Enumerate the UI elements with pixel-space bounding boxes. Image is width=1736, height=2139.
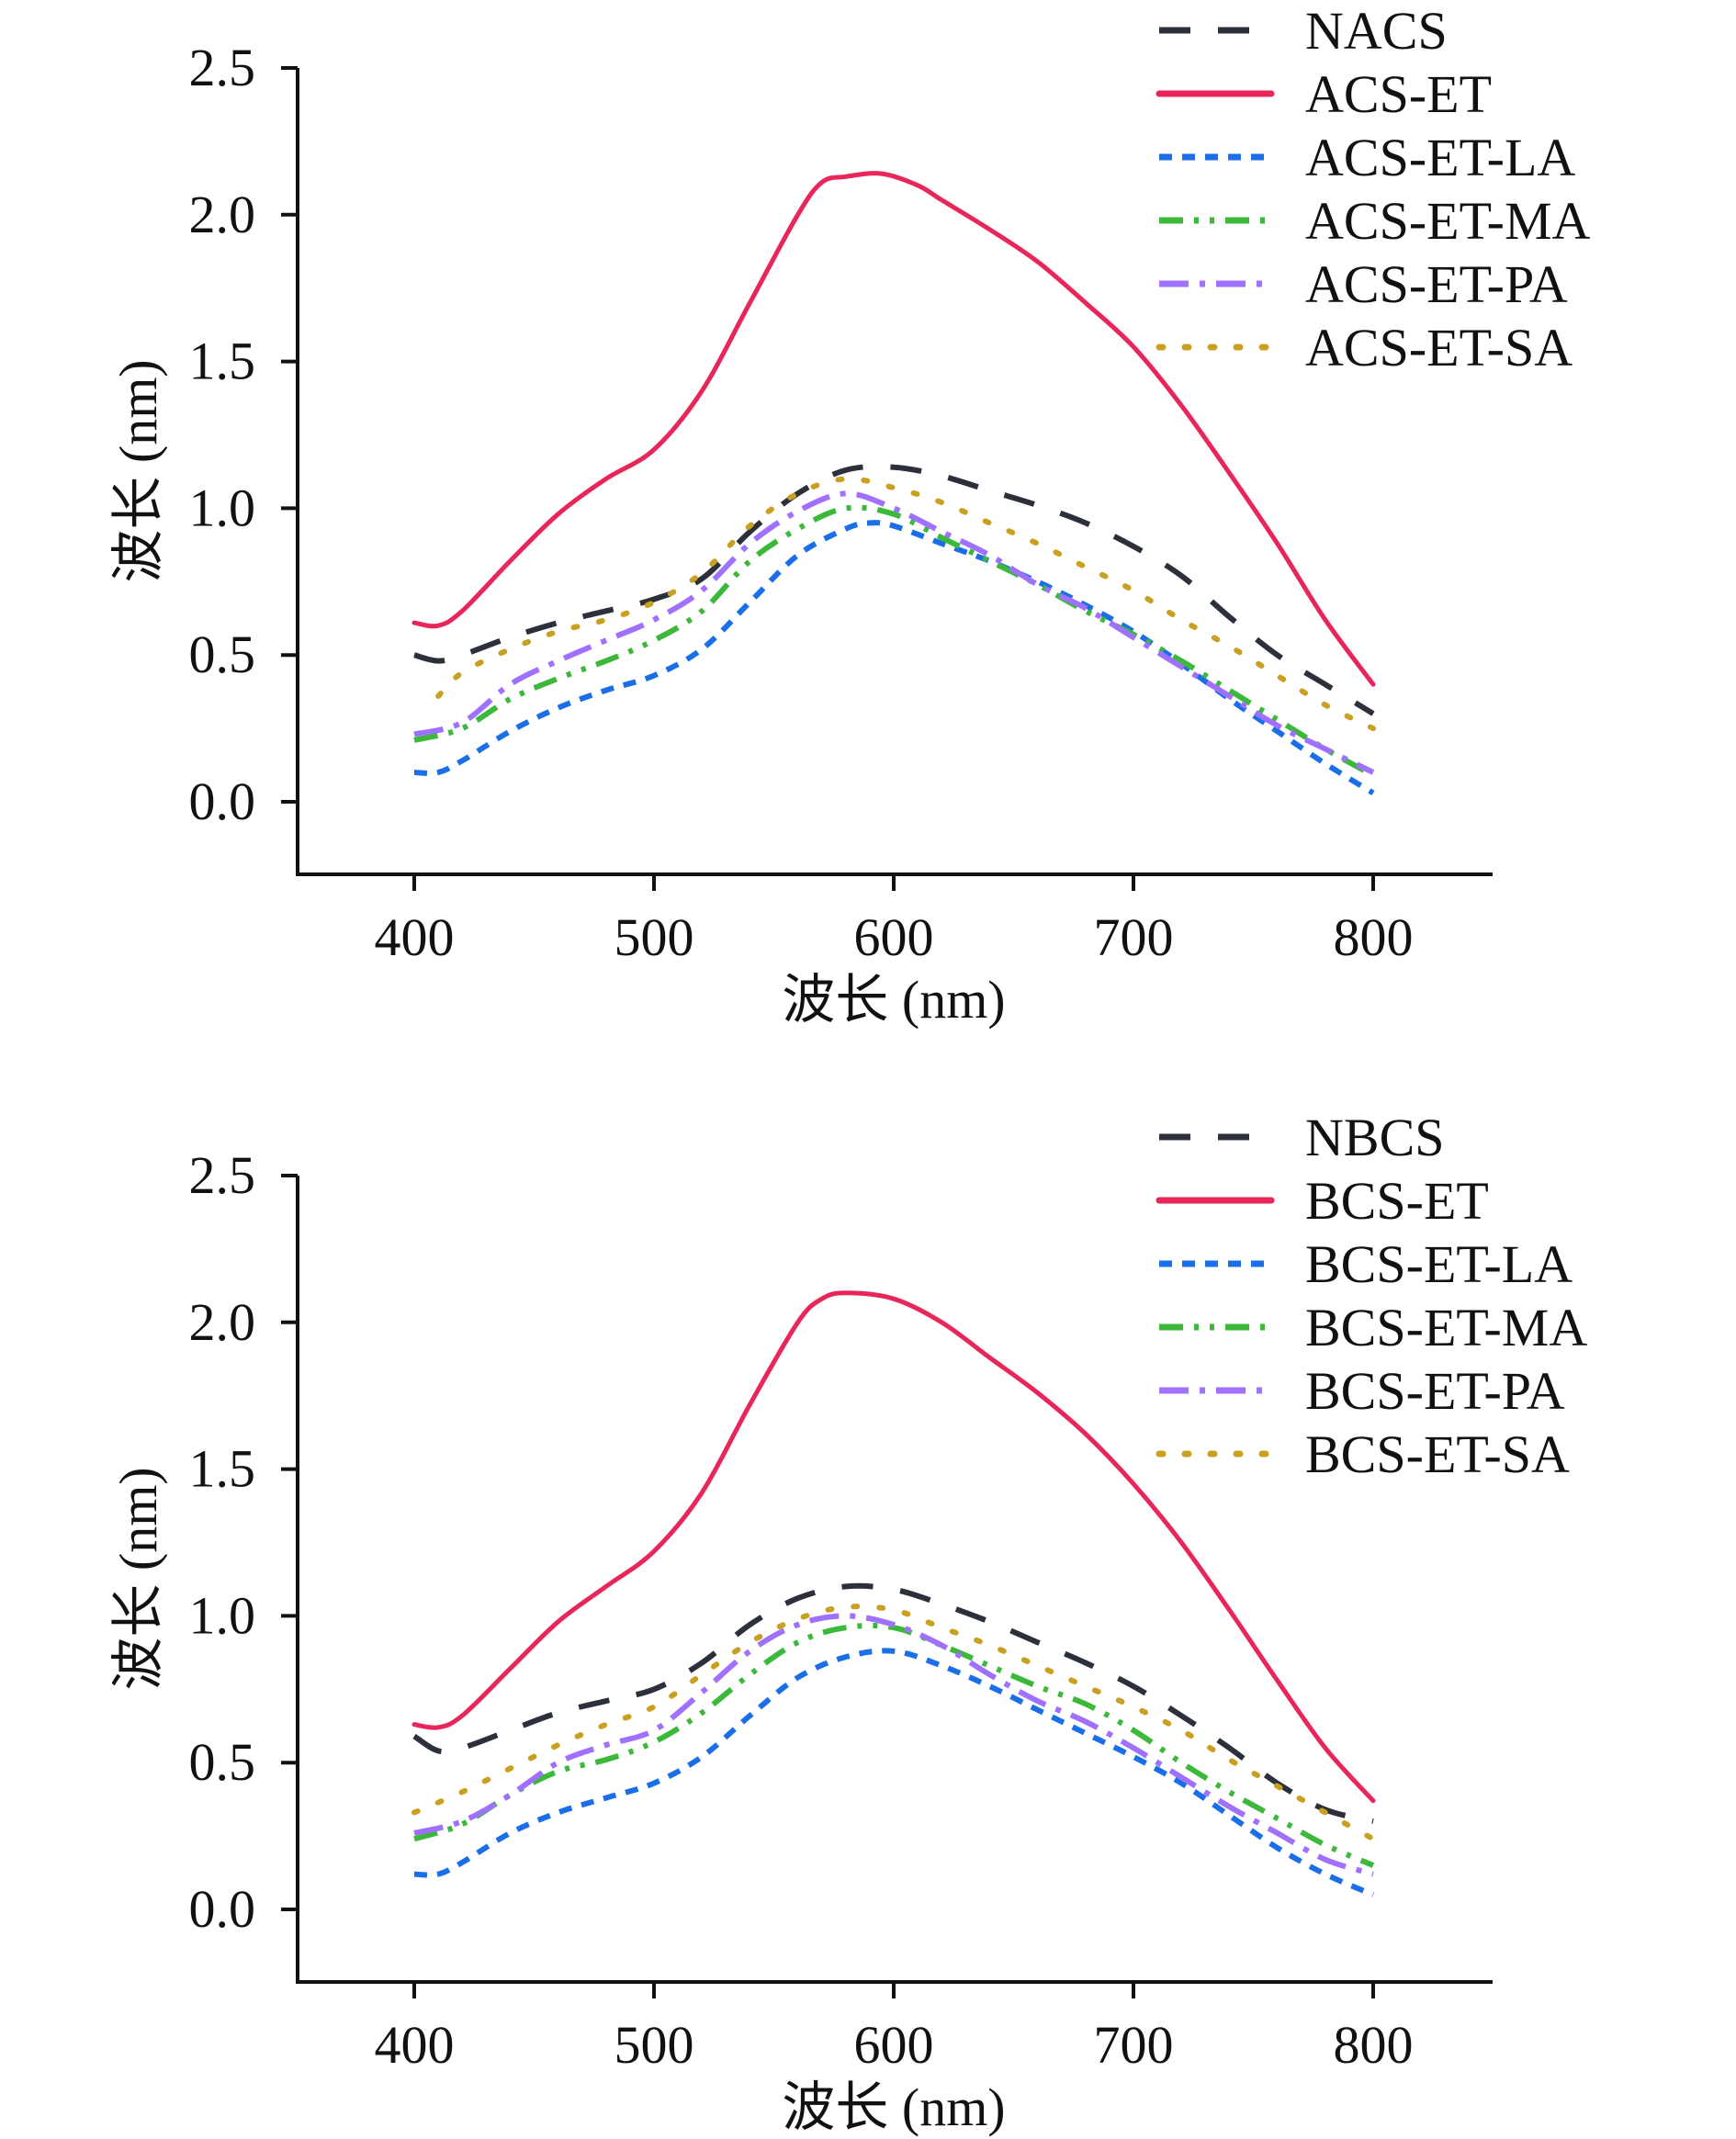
y-axis-label: 波长 (nm) bbox=[108, 1467, 168, 1690]
x-tick-label: 600 bbox=[854, 2015, 934, 2075]
x-tick-label: 700 bbox=[1094, 907, 1174, 967]
legend-label: ACS-ET-PA bbox=[1305, 254, 1568, 314]
legend-label: NACS bbox=[1305, 1, 1448, 61]
x-axis-label: 波长 (nm) bbox=[782, 2077, 1005, 2137]
y-tick-label: 2.0 bbox=[189, 1292, 256, 1352]
x-tick-label: 400 bbox=[375, 2015, 455, 2075]
y-tick-label: 2.5 bbox=[189, 38, 256, 97]
x-tick-label: 800 bbox=[1334, 2015, 1414, 2075]
legend-label: ACS-ET-LA bbox=[1305, 128, 1575, 187]
x-tick-label: 800 bbox=[1334, 907, 1414, 967]
x-tick-label: 500 bbox=[614, 2015, 694, 2075]
series-line-acs-et-sa bbox=[435, 476, 1376, 732]
y-tick-label: 1.0 bbox=[189, 478, 256, 537]
y-tick-label: 0.0 bbox=[189, 771, 256, 831]
series-line-bcs-et bbox=[411, 1290, 1376, 1804]
legend-label: BCS-ET-LA bbox=[1305, 1234, 1573, 1294]
legend-label: ACS-ET-MA bbox=[1305, 191, 1591, 251]
legend-label: BCS-ET bbox=[1305, 1171, 1489, 1231]
y-tick-label: 1.5 bbox=[189, 332, 256, 391]
series-line-bcs-et-la bbox=[413, 1648, 1375, 1897]
y-tick-label: 0.5 bbox=[189, 625, 256, 684]
y-tick-label: 1.5 bbox=[189, 1439, 256, 1499]
x-tick-label: 700 bbox=[1094, 2015, 1174, 2075]
legend-label: BCS-ET-MA bbox=[1305, 1298, 1587, 1357]
x-tick-label: 600 bbox=[854, 907, 934, 967]
chart-top: 0.0 0.5 1.0 1.5 2.0 2.5 400 500 600 700 800 波长 (nm)… bbox=[108, 1, 1591, 1030]
series-line-acs-et bbox=[411, 171, 1376, 687]
series-line-bcs-et-ma bbox=[413, 1622, 1375, 1868]
series-line-bcs-et-pa bbox=[413, 1613, 1374, 1877]
legend-label: BCS-ET-PA bbox=[1305, 1361, 1565, 1421]
y-axis-label: 波长 (nm) bbox=[108, 359, 168, 582]
series-line-acs-et-la bbox=[413, 520, 1375, 795]
legend-label: BCS-ET-SA bbox=[1305, 1424, 1570, 1484]
series-line-nacs bbox=[413, 463, 1375, 716]
y-tick-label: 2.0 bbox=[189, 185, 256, 244]
legend-label: ACS-ET-SA bbox=[1305, 318, 1573, 377]
series-line-acs-et-ma bbox=[413, 504, 1375, 778]
x-tick-label: 500 bbox=[614, 907, 694, 967]
y-tick-label: 1.0 bbox=[189, 1585, 256, 1645]
chart-bottom: 0.0 0.5 1.0 1.5 2.0 2.5 400 500 600 700 800 波长 (nm)… bbox=[108, 1108, 1587, 2137]
y-tick-label: 0.5 bbox=[189, 1732, 256, 1792]
y-tick-label: 2.5 bbox=[189, 1145, 256, 1205]
legend-label: ACS-ET bbox=[1305, 64, 1492, 124]
y-tick-label: 0.0 bbox=[189, 1879, 256, 1939]
legend-label: NBCS bbox=[1305, 1108, 1445, 1167]
x-axis-label: 波长 (nm) bbox=[782, 970, 1005, 1030]
series-line-acs-et-pa bbox=[413, 490, 1375, 775]
series-line-nbcs bbox=[412, 1582, 1374, 1825]
x-tick-label: 400 bbox=[375, 907, 455, 967]
